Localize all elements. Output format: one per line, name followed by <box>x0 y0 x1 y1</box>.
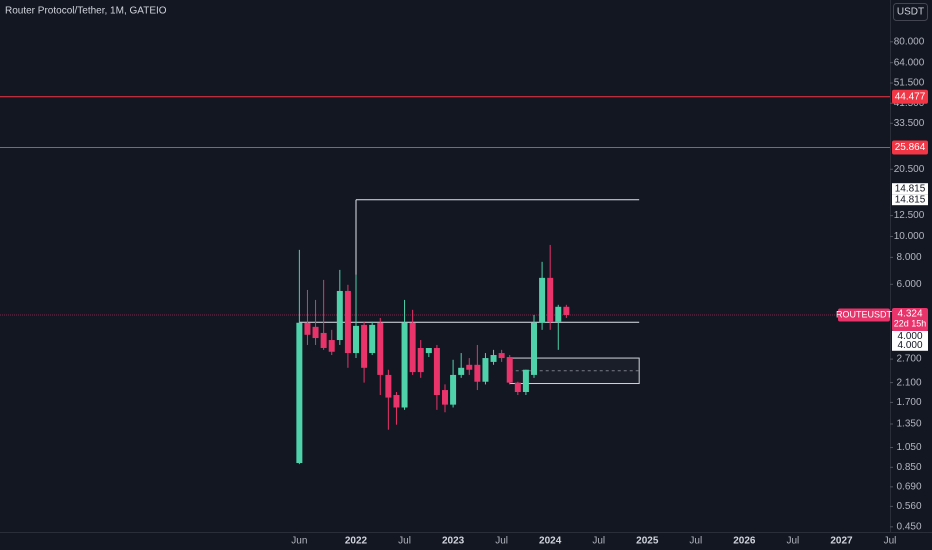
y-tick-label: 33.500 <box>894 118 925 129</box>
candle-body <box>498 353 505 359</box>
x-tick-label: Jul <box>689 536 702 547</box>
x-tick-label: 2027 <box>830 536 853 547</box>
symbol-tag <box>838 308 890 322</box>
candle-body <box>328 340 335 352</box>
candle-body <box>514 382 521 392</box>
candle-body <box>353 325 359 354</box>
chart-title: Router Protocol/Tether, 1M, GATEIO <box>5 6 167 17</box>
candle-body <box>409 322 416 373</box>
y-tick-label: 2.100 <box>896 377 921 388</box>
candle-body <box>344 290 351 354</box>
y-tick-label: 8.000 <box>896 252 921 263</box>
currency-button[interactable] <box>893 3 928 21</box>
candle-body <box>320 332 327 348</box>
candle-body <box>401 322 408 408</box>
x-tick-label: Jul <box>398 536 411 547</box>
candle-body <box>482 358 489 382</box>
x-tick-label: Jul <box>787 536 800 547</box>
x-tick-label: Jul <box>884 536 897 547</box>
x-tick-label: Jun <box>291 536 307 547</box>
y-tick-label: 0.850 <box>896 462 921 473</box>
candle-body <box>312 326 319 339</box>
candle-body <box>547 277 554 322</box>
candle-body <box>304 322 311 335</box>
drawing-tag <box>892 339 928 351</box>
drawing-tag-label: 14.815 <box>895 183 926 194</box>
candle-body <box>539 277 546 323</box>
candle-body <box>296 322 303 464</box>
x-tick-label: 2025 <box>636 536 659 547</box>
y-tick-label: 51.500 <box>894 78 925 89</box>
candle-body <box>466 364 473 370</box>
candle-body <box>522 369 529 392</box>
plot <box>0 96 890 465</box>
y-tick-label: 0.560 <box>896 501 921 512</box>
countdown-label: 22d 15h <box>894 318 927 328</box>
candle-body <box>531 322 537 375</box>
last-price-tag <box>892 308 928 332</box>
x-tick-label: 2022 <box>345 536 368 547</box>
y-tick-label: 64.000 <box>894 57 925 68</box>
drawing-tag <box>892 330 928 342</box>
candle-body <box>361 324 368 368</box>
y-tick-label: 1.050 <box>896 442 921 453</box>
symbol-tag-label: ROUTEUSDT <box>836 309 893 319</box>
candle-body <box>377 322 384 375</box>
y-tick-label: 80.000 <box>894 36 925 47</box>
candle-body <box>458 367 465 375</box>
y-tick-label: 2.700 <box>896 354 921 365</box>
level-tag-label: 44.477 <box>895 91 926 102</box>
last-price-label: 4.324 <box>897 309 922 320</box>
candle-body <box>417 347 424 373</box>
candle-body <box>490 355 497 362</box>
candle-body <box>336 290 343 341</box>
x-tick-label: 2026 <box>733 536 756 547</box>
y-tick-label: 6.000 <box>896 279 921 290</box>
y-tick-label: 0.450 <box>896 522 921 533</box>
drawing-tag <box>892 194 928 206</box>
drawing-tag <box>892 183 928 195</box>
candle-body <box>474 364 481 382</box>
candle-body <box>506 357 513 383</box>
level-tag <box>892 140 928 155</box>
level-tag <box>892 89 928 104</box>
candle-body <box>450 374 457 405</box>
level-tag-label: 25.864 <box>895 142 926 153</box>
x-tick-label: Jul <box>592 536 605 547</box>
candle-body <box>563 306 570 316</box>
candle-body <box>442 390 448 405</box>
drawing-tag-label: 4.000 <box>897 331 922 342</box>
x-tick-label: 2024 <box>539 536 562 547</box>
candle-body <box>555 306 562 322</box>
drawing-tag-label: 4.000 <box>897 340 922 351</box>
y-tick-label: 12.500 <box>894 210 925 221</box>
y-tick-label: 1.700 <box>896 397 921 408</box>
candle-body <box>369 324 376 354</box>
y-tick-label: 20.500 <box>894 164 925 175</box>
candle-body <box>393 395 400 408</box>
x-tick-label: 2023 <box>442 536 465 547</box>
candle-body <box>425 347 432 354</box>
candle-body <box>433 347 440 396</box>
drawing-tag-label: 14.815 <box>895 194 926 205</box>
y-tick-label: 0.690 <box>896 481 921 492</box>
x-tick-label: Jul <box>495 536 508 547</box>
candle-body <box>385 374 392 398</box>
currency-label[interactable]: USDT <box>897 7 924 18</box>
y-tick-label: 1.350 <box>896 419 921 430</box>
y-tick-label: 10.000 <box>894 231 925 242</box>
